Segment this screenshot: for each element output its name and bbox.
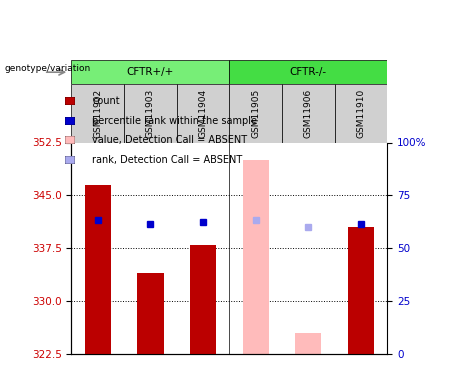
Text: GSM11905: GSM11905 <box>251 89 260 138</box>
Text: CFTR-/-: CFTR-/- <box>290 67 327 77</box>
FancyBboxPatch shape <box>71 60 229 84</box>
FancyBboxPatch shape <box>335 84 387 142</box>
Text: GSM11910: GSM11910 <box>356 89 366 138</box>
Bar <box>348 227 374 354</box>
Text: GSM11902: GSM11902 <box>93 89 102 138</box>
Bar <box>242 160 269 354</box>
Bar <box>85 185 111 354</box>
Text: rank, Detection Call = ABSENT: rank, Detection Call = ABSENT <box>92 155 242 165</box>
Text: CFTR+/+: CFTR+/+ <box>127 67 174 77</box>
Text: GSM11904: GSM11904 <box>199 89 207 138</box>
FancyBboxPatch shape <box>229 60 387 84</box>
Title: GDS588 / 102759_at: GDS588 / 102759_at <box>157 126 301 140</box>
FancyBboxPatch shape <box>282 84 335 142</box>
Bar <box>137 273 164 354</box>
Text: percentile rank within the sample: percentile rank within the sample <box>92 116 257 126</box>
Text: GSM11903: GSM11903 <box>146 89 155 138</box>
FancyBboxPatch shape <box>124 84 177 142</box>
Bar <box>295 333 321 354</box>
FancyBboxPatch shape <box>229 84 282 142</box>
Text: count: count <box>92 96 120 106</box>
Text: value, Detection Call = ABSENT: value, Detection Call = ABSENT <box>92 135 247 145</box>
Text: genotype/variation: genotype/variation <box>5 64 91 73</box>
Text: GSM11906: GSM11906 <box>304 89 313 138</box>
FancyBboxPatch shape <box>71 84 124 142</box>
FancyBboxPatch shape <box>177 84 229 142</box>
Bar <box>190 245 216 354</box>
